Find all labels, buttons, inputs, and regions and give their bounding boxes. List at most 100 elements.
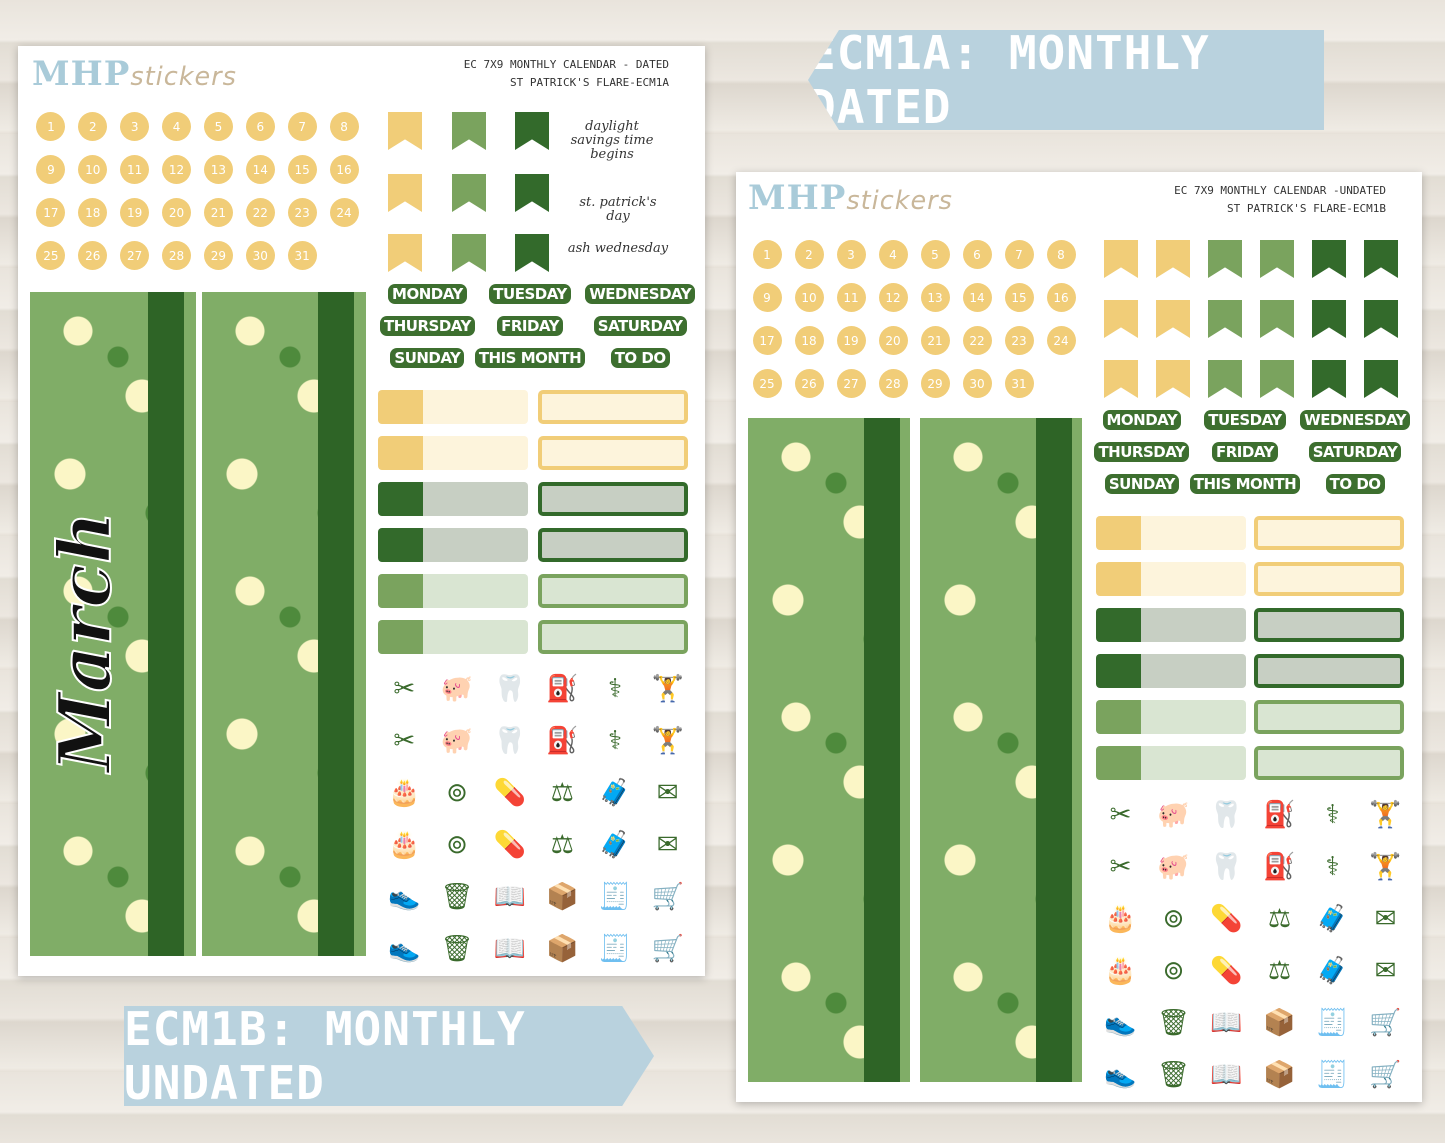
date-dot: 6: [245, 112, 275, 141]
tooth-icon: 🦷: [1210, 800, 1243, 830]
header-strip: [378, 574, 528, 608]
date-dot: 28: [162, 241, 192, 270]
header-box: [1254, 608, 1404, 642]
shopping-cart-icon: 🛒: [1369, 1008, 1402, 1038]
luggage-icon: 🧳: [1316, 956, 1349, 986]
date-dot: 23: [287, 198, 317, 227]
note-daylight-savings: daylight savings time begins: [570, 119, 654, 162]
day-label: TUESDAY: [1204, 410, 1286, 430]
receipt-icon: 🧾: [598, 934, 632, 964]
day-label: THURSDAY: [1094, 442, 1190, 462]
day-label: THIS MONTH: [474, 348, 586, 368]
date-dot: 31: [1004, 369, 1034, 398]
date-dot: 17: [752, 326, 782, 355]
header-box: [1254, 746, 1404, 780]
date-dot: 4: [162, 112, 192, 141]
date-dot: 6: [962, 240, 992, 269]
clover-strip: [202, 292, 366, 956]
medicine-icon: 💊: [1210, 956, 1243, 986]
sheet-title: EC 7X9 MONTHLY CALENDAR - DATED ST PATRIC…: [463, 58, 669, 89]
date-dot: 24: [329, 198, 359, 227]
date-dot: 15: [287, 155, 317, 184]
day-label: TO DO: [1325, 474, 1385, 494]
flag-light-green: [452, 112, 486, 150]
sheet-title: EC 7X9 MONTHLY CALENDAR -UNDATED ST PATRI…: [1174, 184, 1386, 215]
date-dot: 21: [203, 198, 233, 227]
date-dot: 8: [329, 112, 359, 141]
book-icon: 📖: [1210, 1008, 1243, 1038]
medicine-icon: 💊: [1210, 904, 1243, 934]
date-dot: 15: [1004, 283, 1034, 312]
cake-icon: 🎂: [1104, 904, 1137, 934]
date-dot: 5: [920, 240, 950, 269]
flag: [1312, 300, 1346, 338]
date-dot: 30: [962, 369, 992, 398]
package-icon: 📦: [1263, 1008, 1296, 1038]
brand-logo: MHPstickers: [748, 178, 953, 218]
flag: [1208, 240, 1242, 278]
envelope-icon: ✉: [1374, 956, 1397, 986]
day-label: SUNDAY: [1104, 474, 1179, 494]
date-dot: 23: [1004, 326, 1034, 355]
stethoscope-icon: ⚕: [1325, 800, 1340, 830]
header-strip: [378, 436, 528, 470]
date-dot: 9: [36, 155, 66, 184]
flag: [1260, 300, 1294, 338]
header-strip: [1096, 746, 1246, 780]
flag: [1104, 300, 1138, 338]
date-dot: 1: [752, 240, 782, 269]
sneaker-icon: 👟: [1104, 1060, 1137, 1090]
trash-can-icon: 🗑: [440, 934, 474, 964]
piggy-bank-icon: 🐖: [440, 726, 474, 756]
book-icon: 📖: [1210, 1060, 1243, 1090]
day-labels: MONDAY TUESDAY WEDNESDAY THURSDAY FRIDAY SATU…: [380, 284, 696, 368]
label-ecm1a: ECM1A: MONTHLY DATED: [808, 30, 1324, 130]
shopping-cart-icon: 🛒: [1369, 1060, 1402, 1090]
day-label: TO DO: [610, 348, 670, 368]
date-dot: 2: [78, 112, 108, 141]
date-dot: 14: [962, 283, 992, 312]
day-label: TUESDAY: [489, 284, 571, 304]
scale-icon: ⚖: [550, 778, 574, 808]
date-dot: 21: [920, 326, 950, 355]
date-dot: 7: [287, 112, 317, 141]
date-dot: 29: [203, 241, 233, 270]
header-box: [538, 574, 688, 608]
header-strip: [378, 528, 528, 562]
date-dot: 13: [920, 283, 950, 312]
date-dot: 27: [120, 241, 150, 270]
gas-pump-icon: ⛽: [546, 674, 579, 704]
day-label: SATURDAY: [1308, 442, 1402, 462]
flag: [1260, 240, 1294, 278]
date-dot: 26: [794, 369, 824, 398]
comb-scissors-icon: ✂: [1109, 800, 1132, 830]
date-dot: 2: [794, 240, 824, 269]
date-dot: 30: [245, 241, 275, 270]
dumbbell-icon: 🏋: [1369, 852, 1402, 882]
date-dot: 29: [920, 369, 950, 398]
header-strip: [378, 482, 528, 516]
header-box: [1254, 562, 1404, 596]
day-labels: MONDAY TUESDAY WEDNESDAY THURSDAY FRIDAY SATU…: [1094, 410, 1410, 494]
flag: [1260, 360, 1294, 398]
day-label: MONDAY: [1102, 410, 1182, 430]
medicine-icon: 💊: [493, 830, 526, 860]
flag-dark-green: [515, 234, 549, 272]
date-dot: 17: [36, 198, 66, 227]
header-box: [1254, 516, 1404, 550]
day-label: SUNDAY: [390, 348, 465, 368]
package-icon: 📦: [546, 934, 579, 964]
flag: [1364, 300, 1398, 338]
comb-scissors-icon: ✂: [393, 674, 416, 704]
date-dot: 20: [878, 326, 908, 355]
gas-pump-icon: ⛽: [1263, 852, 1296, 882]
piggy-bank-icon: 🐖: [1157, 800, 1190, 830]
stethoscope-icon: ⚕: [1325, 852, 1340, 882]
date-dot: 22: [245, 198, 275, 227]
tooth-icon: 🦷: [493, 726, 526, 756]
receipt-icon: 🧾: [1316, 1008, 1349, 1038]
date-dot: 18: [794, 326, 824, 355]
icon-grid: ✂ 🐖 🦷 ⛽ ⚕ 🏋 ✂ 🐖 🦷 ⛽ ⚕ 🏋 🎂 ⊚ 💊 ⚖ 🧳 ✉ 🎂 ⊚ 💊 ⚖ 🧳 ✉ 👟 🗑 📖 📦 🧾 🛒 👟 🗑 📖 📦 🧾 🛒: [378, 670, 694, 968]
flag: [1364, 240, 1398, 278]
clover-strip: [748, 418, 910, 1082]
